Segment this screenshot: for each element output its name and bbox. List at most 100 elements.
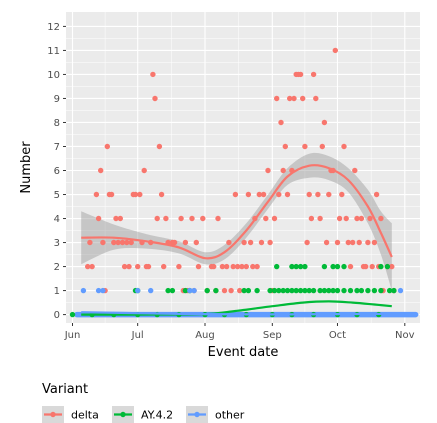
delta-point [354,215,360,222]
AY.4.2-point [354,287,360,294]
y-tick-label: 1 [54,286,60,297]
delta-point [241,239,247,246]
other-legend-label: other [215,409,245,422]
delta-point [128,239,134,246]
other-point [191,287,197,294]
delta-point [176,263,182,270]
delta-point [284,191,291,198]
delta-point [260,191,267,198]
delta-point [137,191,143,198]
other-point [95,287,102,294]
delta-point [276,191,282,198]
delta-point [135,263,141,270]
delta-point [308,215,315,222]
delta-point [152,95,158,102]
AY.4.2-point [254,287,260,294]
delta-point [389,263,395,270]
AY.4.2-point [371,287,378,294]
delta-point [274,95,280,102]
y-axis-title: Number [19,141,34,194]
delta-point [111,239,117,246]
AY.4.2-point [289,287,295,294]
AY.4.2-point [378,263,384,270]
AY.4.2-point [358,287,365,294]
delta-point [365,239,371,246]
AY.4.2-point [289,263,295,270]
AY.4.2-point [241,287,247,294]
delta-point [343,215,349,222]
AY.4.2-point [271,287,278,294]
delta-point [182,239,189,246]
delta-point [378,215,384,222]
AY.4.2-point [297,263,304,270]
x-tick-label: Jun [64,330,81,341]
AY.4.2-point [334,287,341,294]
delta-legend-label: delta [71,409,99,422]
delta-point [332,47,338,54]
delta-point [336,215,343,222]
AY.4.2-point [245,287,252,294]
delta-point [104,143,111,150]
AY.4.2-point [284,287,291,294]
y-tick-label: 5 [54,190,60,201]
delta-point [150,71,156,78]
delta-point [161,263,167,270]
x-axis-title: Event date [208,345,279,360]
delta-point [189,215,195,222]
delta-point [132,191,139,198]
delta-point [302,143,308,150]
AY.4.2-point [330,263,336,270]
AY.4.2-point [306,287,312,294]
delta-point [339,191,345,198]
AY.4.2-point [341,263,347,270]
delta-point [300,95,306,102]
delta-point [254,263,260,270]
delta-point [195,263,202,270]
delta-point [369,263,375,270]
delta-point [280,167,286,174]
delta-point [350,239,356,246]
y-tick-label: 9 [54,94,60,105]
AY.4.2-point [341,287,347,294]
delta-point [156,143,163,150]
other-point [80,287,87,294]
delta-point [256,191,262,198]
AY.4.2-legend-key-dot [120,411,126,418]
AY.4.2-point [69,311,76,318]
y-tick-label: 3 [54,238,60,249]
AY.4.2-point [204,287,210,294]
AY.4.2-point [310,287,317,294]
delta-point [282,143,288,150]
other-legend-key-dot [194,411,200,418]
y-tick-label: 0 [54,310,60,321]
AY.4.2-point [280,287,286,294]
delta-smooth-line [81,164,393,260]
delta-point [313,95,319,102]
y-tick-label: 8 [54,118,60,129]
delta-point [126,263,132,270]
AY.4.2-point [386,287,393,294]
delta-point [345,239,351,246]
delta-point [352,167,358,174]
AY.4.2-point [165,287,171,294]
delta-point [154,215,160,222]
AY.4.2-point [321,263,328,270]
delta-point [367,215,373,222]
delta-point [271,215,278,222]
delta-point [158,191,165,198]
delta-point [323,239,330,246]
delta-point [373,191,380,198]
AY.4.2-point [182,287,189,294]
delta-point [326,191,332,198]
delta-point [237,287,243,294]
delta-point [356,239,362,246]
delta-point [115,239,121,246]
delta-point [113,215,119,222]
delta-point [297,71,304,78]
AY.4.2-point [384,263,391,270]
delta-point [215,215,221,222]
AY.4.2-point [347,287,354,294]
delta-point [245,191,252,198]
